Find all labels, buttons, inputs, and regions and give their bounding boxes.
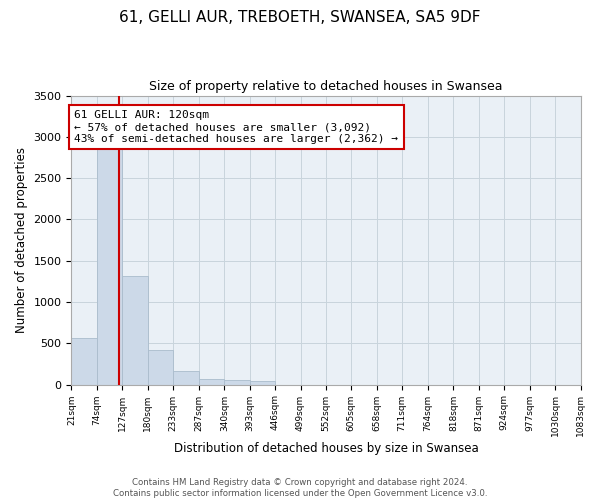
Text: 61 GELLI AUR: 120sqm
← 57% of detached houses are smaller (3,092)
43% of semi-de: 61 GELLI AUR: 120sqm ← 57% of detached h… bbox=[74, 110, 398, 144]
Text: Contains HM Land Registry data © Crown copyright and database right 2024.
Contai: Contains HM Land Registry data © Crown c… bbox=[113, 478, 487, 498]
Bar bbox=[250, 382, 275, 384]
Bar bbox=[122, 276, 148, 384]
Bar bbox=[199, 379, 224, 384]
Title: Size of property relative to detached houses in Swansea: Size of property relative to detached ho… bbox=[149, 80, 503, 93]
Bar bbox=[97, 145, 122, 384]
Bar bbox=[224, 380, 250, 384]
X-axis label: Distribution of detached houses by size in Swansea: Distribution of detached houses by size … bbox=[173, 442, 478, 455]
Bar bbox=[173, 372, 199, 384]
Bar bbox=[148, 350, 173, 384]
Y-axis label: Number of detached properties: Number of detached properties bbox=[15, 147, 28, 333]
Text: 61, GELLI AUR, TREBOETH, SWANSEA, SA5 9DF: 61, GELLI AUR, TREBOETH, SWANSEA, SA5 9D… bbox=[119, 10, 481, 25]
Bar bbox=[71, 338, 97, 384]
